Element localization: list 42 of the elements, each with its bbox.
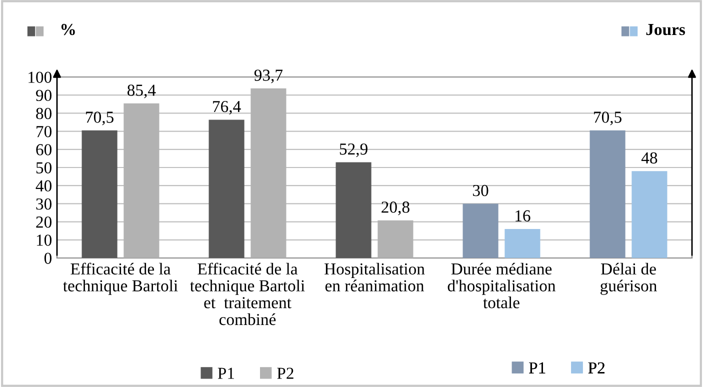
- bar: [504, 229, 540, 258]
- bar: [378, 220, 414, 258]
- x-tick-label: Délai de guérison: [600, 262, 657, 295]
- text: P1: [218, 368, 234, 379]
- bar: [462, 204, 498, 258]
- bar: [208, 120, 244, 258]
- y-tick-label: 60: [36, 144, 52, 156]
- y-tick-label: 40: [36, 180, 52, 192]
- data-label: 85,4: [128, 84, 156, 98]
- y-tick-label: 10: [36, 234, 52, 246]
- text: %: [61, 24, 75, 36]
- bar: [250, 88, 286, 258]
- data-label: 16: [516, 210, 530, 222]
- data-label: 20,8: [382, 202, 410, 216]
- bar: [590, 130, 626, 258]
- y-tick-label: 70: [36, 126, 52, 138]
- y-tick-label: 0: [44, 252, 52, 264]
- data-label: 70,5: [86, 112, 114, 126]
- data-label: 48: [641, 152, 658, 164]
- x-tick-label: Efficacité de la technique Bartoli: [63, 262, 178, 295]
- bar: [336, 162, 372, 258]
- y-tick-label: 80: [36, 108, 52, 120]
- bar: [632, 171, 668, 258]
- legend-label: P2: [588, 362, 604, 374]
- x-tick-label: Durée médiane d'hospitalisation totale: [448, 262, 556, 308]
- y-tick-label: 100: [28, 72, 52, 83]
- y-tick-label: 20: [36, 216, 52, 228]
- data-label: 93,7: [254, 70, 283, 84]
- y-tick-label: 90: [36, 90, 52, 102]
- data-label: 70,5: [594, 112, 622, 126]
- text: P2: [277, 368, 294, 379]
- data-label: 52,9: [340, 144, 368, 158]
- data-label: 76,4: [213, 100, 241, 115]
- x-tick-label: Efficacité de la technique Bartoli et traitement combiné: [190, 262, 305, 326]
- text: Jours: [646, 24, 686, 36]
- y-tick-label: 50: [36, 162, 52, 174]
- bar: [124, 103, 160, 258]
- x-tick-label: Hospitalisation en réanimation: [324, 262, 425, 292]
- bar: [82, 130, 118, 258]
- y-tick-label: 30: [36, 198, 52, 210]
- legend-label: P1: [529, 362, 546, 374]
- data-label: 30: [473, 184, 488, 196]
